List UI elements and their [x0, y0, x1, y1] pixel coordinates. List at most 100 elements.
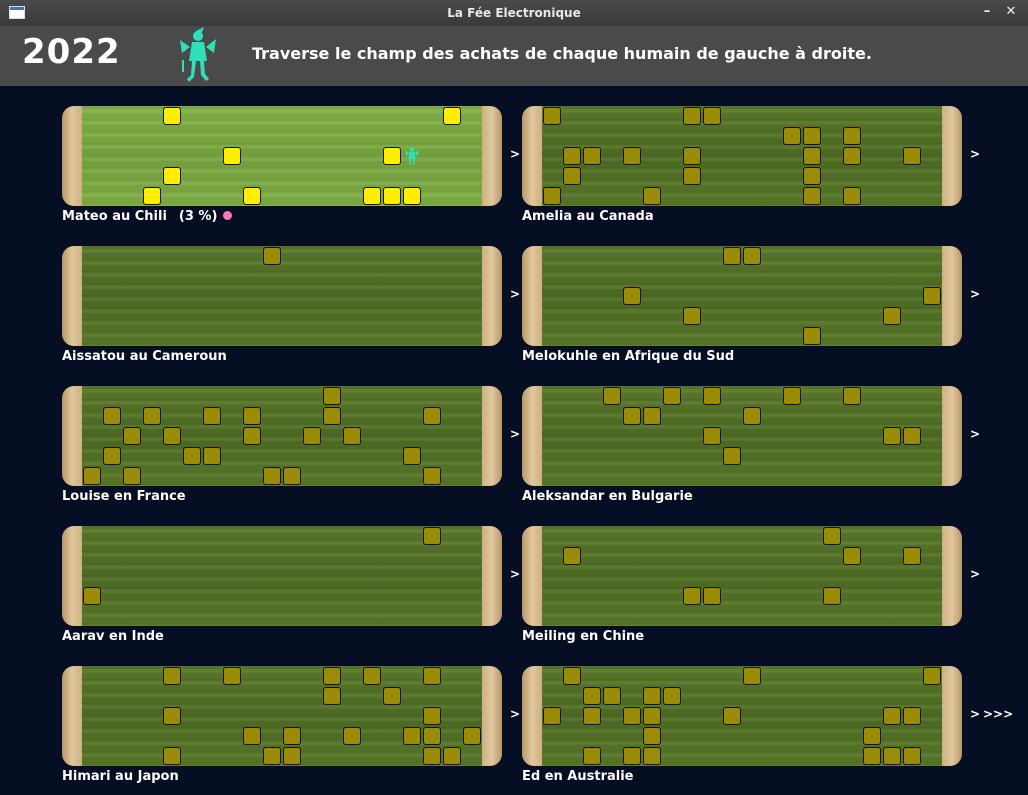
purchase-block [903, 707, 921, 725]
purchase-field[interactable] [82, 106, 482, 206]
purchase-block [383, 147, 401, 165]
player-name: Louise en France [62, 489, 186, 504]
purchase-block [843, 547, 861, 565]
purchase-block [163, 167, 181, 185]
purchase-block [803, 167, 821, 185]
purchase-block [863, 747, 881, 765]
field-panel[interactable] [62, 246, 502, 346]
purchase-block [743, 667, 761, 685]
purchase-field[interactable] [82, 386, 482, 486]
purchase-block [403, 727, 421, 745]
field-panel[interactable] [522, 666, 962, 766]
purchase-block [163, 667, 181, 685]
purchase-block [883, 747, 901, 765]
purchase-block [603, 387, 621, 405]
purchase-block [843, 187, 861, 205]
purchase-block [163, 107, 181, 125]
purchase-block [823, 527, 841, 545]
purchase-block [623, 707, 641, 725]
purchase-block [663, 687, 681, 705]
purchase-block [623, 407, 641, 425]
next-arrow: > [510, 567, 521, 581]
purchase-field[interactable] [82, 666, 482, 766]
purchase-block [563, 667, 581, 685]
purchase-block [783, 387, 801, 405]
app-window-icon [9, 6, 25, 19]
purchase-block [443, 107, 461, 125]
purchase-block [683, 167, 701, 185]
field-panel[interactable] [522, 386, 962, 486]
purchase-block [243, 427, 261, 445]
field-panel[interactable] [62, 106, 502, 206]
purchase-block [643, 727, 661, 745]
purchase-block [283, 467, 301, 485]
next-arrow: > [970, 567, 981, 581]
purchase-block [663, 387, 681, 405]
purchase-block [83, 587, 101, 605]
purchase-block [743, 247, 761, 265]
purchase-block [803, 187, 821, 205]
player-label: Himari au Japon [62, 769, 179, 784]
purchase-block [163, 707, 181, 725]
purchase-block [683, 147, 701, 165]
purchase-field[interactable] [542, 106, 942, 206]
purchase-block [563, 547, 581, 565]
purchase-block [103, 447, 121, 465]
purchase-block [903, 427, 921, 445]
purchase-field[interactable] [542, 386, 942, 486]
purchase-block [543, 707, 561, 725]
purchase-block [83, 467, 101, 485]
purchase-field[interactable] [542, 666, 942, 766]
purchase-block [903, 547, 921, 565]
player-label: Aissatou au Cameroun [62, 349, 227, 364]
purchase-block [723, 247, 741, 265]
purchase-block [603, 687, 621, 705]
purchase-block [683, 307, 701, 325]
field-panel[interactable] [522, 106, 962, 206]
purchase-block [403, 447, 421, 465]
purchase-block [423, 727, 441, 745]
purchase-block [223, 667, 241, 685]
purchase-block [443, 747, 461, 765]
field-panel[interactable] [522, 246, 962, 346]
purchase-block [263, 747, 281, 765]
purchase-block [363, 667, 381, 685]
purchase-block [723, 447, 741, 465]
purchase-block [643, 187, 661, 205]
purchase-block [923, 287, 941, 305]
purchase-block [623, 287, 641, 305]
field-panel[interactable] [62, 386, 502, 486]
window-title: La Fée Electronique [447, 6, 581, 20]
purchase-block [643, 747, 661, 765]
purchase-block [123, 467, 141, 485]
purchase-field[interactable] [542, 246, 942, 346]
progress-dot-icon [223, 211, 233, 220]
next-arrow: > [510, 707, 521, 721]
field-panel[interactable] [62, 526, 502, 626]
field-panel[interactable] [522, 526, 962, 626]
purchase-block [143, 407, 161, 425]
player-name: Aleksandar en Bulgarie [522, 489, 693, 504]
purchase-block [243, 727, 261, 745]
next-arrow: > [510, 287, 521, 301]
purchase-block [903, 747, 921, 765]
close-button[interactable]: ✕ [1005, 4, 1017, 19]
purchase-block [263, 247, 281, 265]
minimize-button[interactable]: – [983, 4, 991, 19]
purchase-field[interactable] [82, 526, 482, 626]
purchase-block [343, 427, 361, 445]
purchase-block [803, 327, 821, 345]
purchase-block [703, 427, 721, 445]
progress-percent: (3 %) [178, 209, 218, 224]
purchase-block [903, 147, 921, 165]
purchase-block [743, 407, 761, 425]
player-name: Aissatou au Cameroun [62, 349, 227, 364]
purchase-block [683, 107, 701, 125]
purchase-block [543, 107, 561, 125]
field-panel[interactable] [62, 666, 502, 766]
purchase-field[interactable] [82, 246, 482, 346]
player-label: Amelia au Canada [522, 209, 654, 224]
purchase-field[interactable] [542, 526, 942, 626]
purchase-block [583, 747, 601, 765]
more-arrows: >>> [983, 707, 1014, 721]
